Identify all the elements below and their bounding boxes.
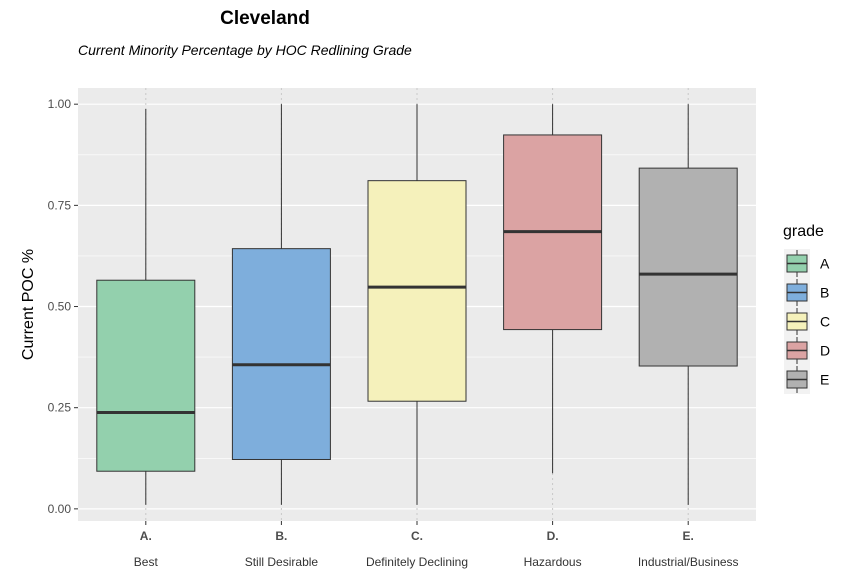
box-rect: [96, 279, 196, 472]
legend-title: grade: [783, 223, 824, 240]
y-tick-label: 0.50: [48, 300, 72, 314]
box-c: [367, 104, 467, 505]
x-tick-description: Definitely Declining: [366, 555, 468, 569]
x-tick-label: D.: [547, 529, 559, 543]
x-tick-label: C.: [411, 529, 423, 543]
y-axis-label: Current POC %: [20, 249, 37, 360]
box-rect: [638, 167, 738, 367]
x-tick-description: Still Desirable: [245, 555, 319, 569]
legend-label: D: [820, 343, 830, 359]
x-tick-label: A.: [140, 529, 152, 543]
x-tick-label: B.: [275, 529, 287, 543]
legend-key-a: [786, 250, 808, 277]
box-b: [231, 104, 331, 505]
box-e: [638, 104, 738, 505]
y-axis: 0.00 0.25 0.50 0.75 1.00: [48, 97, 78, 516]
chart-subtitle: Current Minority Percentage by HOC Redli…: [78, 42, 412, 58]
x-tick-description: Industrial/Business: [638, 555, 739, 569]
box-a: [96, 109, 196, 505]
y-tick-label: 0.75: [48, 198, 72, 212]
legend-key-e: [786, 366, 808, 393]
x-tick-description: Hazardous: [524, 555, 582, 569]
boxes-group: [96, 104, 738, 505]
y-tick-label: 0.00: [48, 502, 72, 516]
legend-label: C: [820, 314, 830, 330]
legend-key-d: [786, 337, 808, 364]
box-rect: [367, 180, 467, 402]
legend-key-b: [786, 279, 808, 306]
box-rect: [231, 248, 331, 460]
x-tick-label: E.: [683, 529, 694, 543]
chart-title: Cleveland: [220, 8, 310, 29]
legend-label: E: [820, 372, 829, 388]
legend-label: A: [820, 256, 830, 272]
legend-label: B: [820, 285, 829, 301]
legend-key-c: [786, 308, 808, 335]
x-tick-description: Best: [134, 555, 159, 569]
x-axis: A. Best B. Still Desirable C. Definitely Decl…: [134, 521, 739, 569]
box-d: [503, 104, 603, 474]
y-tick-label: 0.25: [48, 401, 72, 415]
y-tick-label: 1.00: [48, 97, 72, 111]
